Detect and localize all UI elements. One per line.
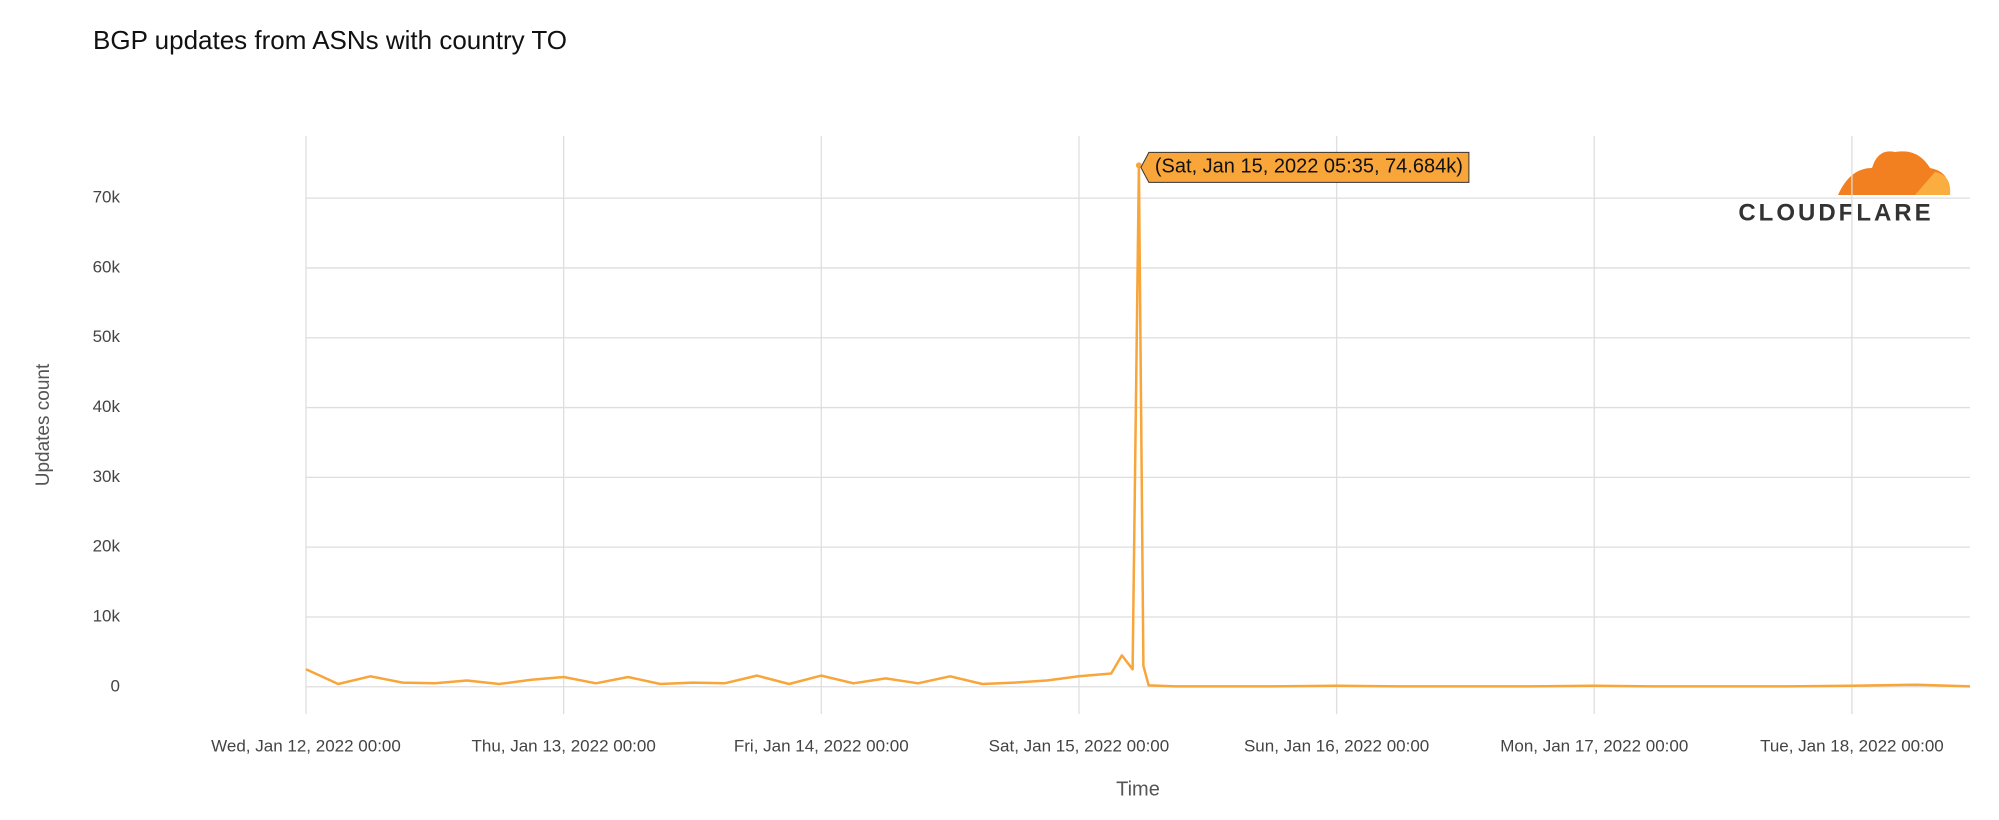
tooltip-text: (Sat, Jan 15, 2022 05:35, 74.684k) [1155, 156, 1463, 178]
y-axis-label: Updates count [33, 363, 54, 486]
y-tick-label: 60k [93, 257, 121, 276]
chart-title: BGP updates from ASNs with country TO [93, 25, 567, 55]
grid [305, 136, 1970, 714]
x-tick-label: Sun, Jan 16, 2022 00:00 [1244, 736, 1429, 755]
tooltip: (Sat, Jan 15, 2022 05:35, 74.684k) [1140, 151, 1470, 183]
y-tick-label: 50k [93, 327, 121, 346]
data-line [305, 164, 1971, 688]
x-tick-label: Sat, Jan 15, 2022 00:00 [989, 736, 1170, 755]
y-tick-label: 30k [93, 467, 121, 486]
y-tick-label: 0 [111, 676, 120, 695]
y-tick-label: 10k [93, 606, 121, 625]
y-tick-label: 20k [93, 537, 121, 556]
x-tick-label: Fri, Jan 14, 2022 00:00 [734, 736, 909, 755]
y-tick-label: 70k [93, 188, 121, 207]
x-axis-label: Time [1116, 778, 1160, 800]
x-tick-label: Mon, Jan 17, 2022 00:00 [1500, 736, 1688, 755]
logo: CLOUDFLARE [1738, 151, 1951, 226]
annotation-point [1135, 162, 1142, 169]
tooltip-box [1140, 151, 1470, 183]
x-tick-label: Tue, Jan 18, 2022 00:00 [1760, 736, 1944, 755]
y-tick-label: 40k [93, 397, 121, 416]
x-tick-label: Thu, Jan 13, 2022 00:00 [471, 736, 655, 755]
x-tick-label: Wed, Jan 12, 2022 00:00 [211, 736, 401, 755]
logo-text: CLOUDFLARE [1738, 199, 1933, 226]
